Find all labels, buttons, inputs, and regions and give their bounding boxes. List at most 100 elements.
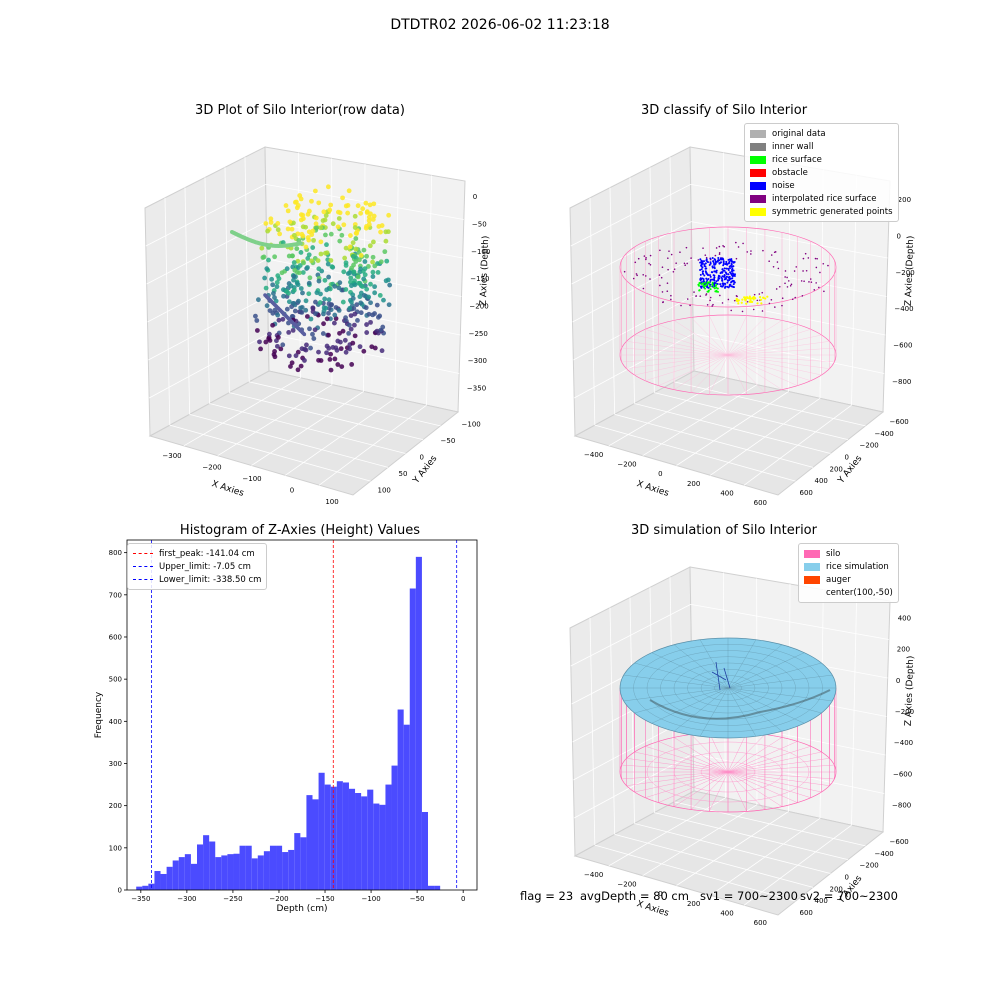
p3-legend-line bbox=[133, 566, 153, 567]
p3-bar bbox=[215, 857, 222, 890]
figure-title: DTDTR02 2026-06-02 11:23:18 bbox=[390, 17, 610, 33]
p2-legend-label: rice surface bbox=[772, 154, 822, 165]
p3-x-tick: 0 bbox=[461, 895, 465, 903]
p3-y-tick: 200 bbox=[109, 802, 122, 810]
p3-legend-item: Upper_limit: -7.05 cm bbox=[133, 560, 261, 573]
p3-bar bbox=[239, 845, 246, 890]
p3-bar bbox=[294, 833, 301, 890]
p2-legend-swatch bbox=[750, 168, 766, 177]
p3-y-tick: 100 bbox=[109, 844, 122, 852]
panel1-title: 3D Plot of Silo Interior(row data) bbox=[195, 103, 405, 118]
p3-bar bbox=[367, 789, 374, 890]
p3-bar bbox=[318, 772, 325, 890]
p3-y-tick: 0 bbox=[118, 887, 122, 895]
p3-bar bbox=[324, 784, 331, 890]
p3-bar bbox=[197, 844, 204, 890]
p2-legend-item: noise bbox=[750, 179, 893, 192]
p3-legend-line bbox=[133, 553, 153, 554]
p4-legend-item: auger bbox=[804, 573, 893, 586]
p3-bar bbox=[330, 786, 337, 890]
p3-y-tick: 400 bbox=[109, 718, 122, 726]
p3-bar bbox=[385, 784, 392, 890]
p2-legend-swatch bbox=[750, 155, 766, 164]
p3-bar bbox=[397, 709, 404, 890]
p4-legend-item: rice simulation bbox=[804, 560, 893, 573]
footer-flag: flag = 23 bbox=[520, 889, 574, 903]
p4-legend-label: center(100,-50) bbox=[826, 587, 893, 598]
p3-bar bbox=[178, 857, 185, 890]
p3-legend-label: Upper_limit: -7.05 cm bbox=[159, 561, 251, 572]
p4-legend-label: silo bbox=[826, 548, 841, 559]
p3-bar bbox=[221, 855, 228, 890]
p3-bar bbox=[361, 796, 368, 890]
p4-legend-swatch bbox=[804, 575, 820, 584]
p2-legend-item: symmetric generated points bbox=[750, 205, 893, 218]
p4-legend-swatch bbox=[804, 549, 820, 558]
p3-legend-item: first_peak: -141.04 cm bbox=[133, 547, 261, 560]
panel2-title: 3D classify of Silo Interior bbox=[640, 103, 808, 118]
panel4-title: 3D simulation of Silo Interior bbox=[631, 523, 817, 538]
p3-x-tick: −50 bbox=[410, 895, 425, 903]
p3-bar bbox=[409, 588, 416, 890]
p3-bar bbox=[373, 803, 380, 890]
p3-x-tick: −100 bbox=[361, 895, 380, 903]
p2-legend-label: obstacle bbox=[772, 167, 808, 178]
panel3-title: Histogram of Z-Axies (Height) Values bbox=[179, 523, 421, 538]
p3-bar bbox=[209, 841, 216, 890]
p3-bar bbox=[348, 788, 356, 890]
p3-bar bbox=[136, 886, 143, 890]
p4-legend-label: rice simulation bbox=[826, 561, 889, 572]
p3-x-tick: −300 bbox=[177, 895, 196, 903]
p3-bar bbox=[142, 885, 149, 890]
p2-legend-swatch bbox=[750, 142, 766, 151]
p3-bar bbox=[282, 852, 289, 890]
p3-bar bbox=[269, 845, 277, 890]
p3-legend-line bbox=[133, 579, 153, 580]
p2-legend-swatch bbox=[750, 181, 766, 190]
p2-legend-swatch bbox=[750, 207, 766, 216]
p3-bar bbox=[306, 795, 313, 890]
panel4-legend: silo rice simulation auger center(100,-50) bbox=[798, 543, 899, 603]
p2-legend-item: rice surface bbox=[750, 153, 893, 166]
p2-legend-item: interpolated rice surface bbox=[750, 192, 893, 205]
p3-bar bbox=[263, 851, 270, 890]
p2-legend-swatch bbox=[750, 129, 766, 138]
p3-bar bbox=[160, 873, 167, 890]
p4-legend-swatch bbox=[804, 589, 820, 597]
p3-x-label: Depth (cm) bbox=[276, 904, 327, 914]
p3-bar bbox=[421, 811, 428, 890]
p4-legend-swatch bbox=[804, 562, 820, 571]
p3-legend-label: first_peak: -141.04 cm bbox=[159, 548, 255, 559]
p3-legend-item: Lower_limit: -338.50 cm bbox=[133, 573, 261, 586]
p3-x-tick: −150 bbox=[315, 895, 334, 903]
p3-y-tick: 800 bbox=[109, 549, 122, 557]
p2-legend-label: interpolated rice surface bbox=[772, 193, 877, 204]
p3-y-tick: 600 bbox=[109, 633, 122, 641]
p2-legend-label: noise bbox=[772, 180, 795, 191]
p3-bar bbox=[300, 837, 307, 890]
p2-legend-label: inner wall bbox=[772, 141, 814, 152]
p4-legend-item: silo bbox=[804, 547, 893, 560]
panel3-legend: first_peak: -141.04 cm Upper_limit: -7.05… bbox=[127, 543, 268, 590]
p3-y-tick: 500 bbox=[109, 676, 122, 684]
p3-bar bbox=[403, 724, 410, 890]
p2-legend-item: inner wall bbox=[750, 140, 893, 153]
p3-x-tick: −200 bbox=[269, 895, 288, 903]
footer-avg-depth: avgDepth = 80 cm bbox=[580, 889, 689, 903]
p2-legend-label: symmetric generated points bbox=[772, 206, 893, 217]
p3-bar bbox=[312, 799, 319, 890]
p3-bar bbox=[245, 845, 252, 890]
p3-bar bbox=[434, 885, 441, 890]
p3-bar bbox=[379, 804, 386, 890]
p4-legend-item: center(100,-50) bbox=[804, 586, 893, 599]
p4-legend-label: auger bbox=[826, 574, 851, 585]
panel2-legend: original data inner wall rice surface obsta… bbox=[744, 123, 899, 222]
p3-bar bbox=[154, 871, 161, 890]
p3-bar bbox=[227, 854, 234, 890]
p3-bar bbox=[342, 782, 349, 890]
p3-bar bbox=[415, 556, 422, 890]
p3-bar bbox=[428, 885, 435, 890]
p3-legend-label: Lower_limit: -338.50 cm bbox=[159, 574, 262, 585]
p2-legend-swatch bbox=[750, 194, 766, 203]
p3-bar bbox=[166, 866, 173, 890]
